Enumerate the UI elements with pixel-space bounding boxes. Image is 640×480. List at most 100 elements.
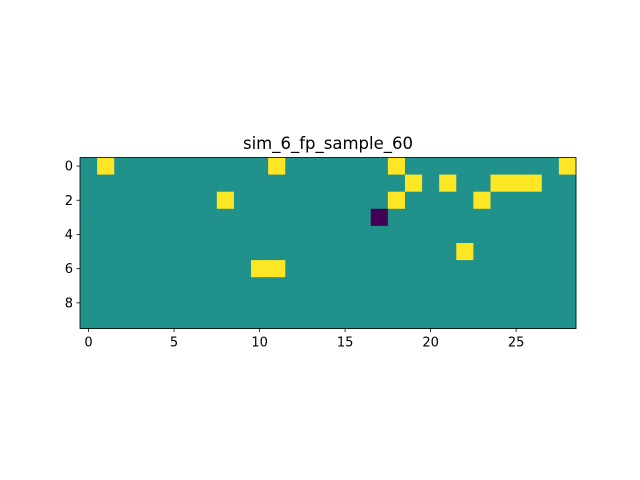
heatmap-cell [439, 311, 457, 329]
heatmap-cell [319, 225, 337, 244]
heatmap-cell [507, 157, 526, 175]
heatmap-cell [251, 157, 269, 175]
heatmap-cell [490, 157, 508, 175]
heatmap-cell [541, 208, 560, 227]
heatmap-cell [131, 294, 149, 312]
heatmap-cell [165, 277, 184, 295]
heatmap-cell [456, 174, 474, 193]
heatmap-cell [233, 277, 252, 295]
heatmap-cell [387, 294, 406, 312]
heatmap-cell [404, 225, 423, 244]
heatmap-cell [336, 277, 355, 295]
heatmap-cell [114, 294, 132, 312]
heatmap-cell [507, 277, 526, 295]
heatmap-cell [456, 243, 474, 261]
heatmap-cell [182, 191, 201, 210]
heatmap-cell [404, 311, 423, 329]
heatmap-cell [524, 294, 543, 312]
heatmap-cell [233, 294, 252, 312]
heatmap-cell [302, 174, 320, 193]
heatmap-cell [97, 191, 115, 210]
heatmap-cell [233, 174, 252, 193]
heatmap-cell [97, 277, 115, 295]
heatmap-cell [165, 260, 184, 278]
heatmap-cell [490, 191, 508, 210]
heatmap-cell [285, 208, 303, 227]
heatmap-cell [473, 277, 491, 295]
x-tick-label: 20 [422, 336, 439, 351]
heatmap-cell [302, 277, 320, 295]
heatmap-cell [302, 225, 320, 244]
heatmap-cell [165, 243, 184, 261]
heatmap-cell [302, 311, 320, 329]
heatmap-cell [336, 294, 355, 312]
heatmap-cell [336, 174, 355, 193]
heatmap-cell [473, 294, 491, 312]
heatmap-cell [148, 191, 166, 210]
heatmap-cell [233, 311, 252, 329]
heatmap-cell [473, 191, 491, 210]
heatmap-cell [473, 174, 491, 193]
heatmap-cell [251, 260, 269, 278]
heatmap-cell [114, 208, 132, 227]
heatmap-cell [422, 243, 440, 261]
heatmap-cell [285, 191, 303, 210]
heatmap-cell [131, 191, 149, 210]
heatmap-cell [216, 157, 235, 175]
heatmap-cell [251, 191, 269, 210]
heatmap-cell [216, 208, 235, 227]
heatmap-cell [524, 174, 543, 193]
heatmap-cell [80, 260, 98, 278]
heatmap-cell [558, 243, 577, 261]
heatmap-cell [541, 191, 560, 210]
heatmap-cell [114, 191, 132, 210]
heatmap-cell [507, 294, 526, 312]
heatmap-cell [97, 157, 115, 175]
heatmap-cell [353, 157, 372, 175]
heatmap-cell [182, 157, 201, 175]
heatmap-cell [319, 157, 337, 175]
heatmap-cell [524, 225, 543, 244]
heatmap-cell [148, 260, 166, 278]
y-axis: 0 2 4 6 8 [65, 160, 80, 311]
heatmap-cell [541, 174, 560, 193]
heatmap-cell [370, 157, 389, 175]
heatmap-cell [165, 294, 184, 312]
heatmap-cell [422, 311, 440, 329]
heatmap-cell [285, 174, 303, 193]
heatmap-cell [131, 260, 149, 278]
heatmap-cell [80, 191, 98, 210]
heatmap-cell [131, 243, 149, 261]
heatmap-cell [251, 277, 269, 295]
heatmap-cell [285, 157, 303, 175]
heatmap-cell [456, 225, 474, 244]
heatmap-cell [268, 208, 286, 227]
heatmap-cell [233, 260, 252, 278]
heatmap-cell [319, 208, 337, 227]
heatmap-cell [387, 260, 406, 278]
heatmap-cell [387, 174, 406, 193]
heatmap-cell [285, 294, 303, 312]
heatmap-cell [148, 243, 166, 261]
heatmap-cell [473, 260, 491, 278]
heatmap-cell [148, 174, 166, 193]
heatmap-cell [285, 243, 303, 261]
heatmap-cell [558, 208, 577, 227]
heatmap-cell [422, 277, 440, 295]
heatmap-cell [251, 294, 269, 312]
heatmap-cell [233, 191, 252, 210]
heatmap-cell [182, 294, 201, 312]
heatmap-cell [507, 243, 526, 261]
heatmap-cell [165, 191, 184, 210]
heatmap-cell [165, 174, 184, 193]
heatmap-cell [80, 311, 98, 329]
heatmap-cell [558, 157, 577, 175]
heatmap-cell [353, 243, 372, 261]
heatmap-cell [285, 311, 303, 329]
heatmap-cell [507, 191, 526, 210]
heatmap-cell [80, 277, 98, 295]
heatmap-cell [524, 191, 543, 210]
heatmap-cell [302, 260, 320, 278]
heatmap-cell [165, 311, 184, 329]
x-tick-label: 10 [251, 336, 268, 351]
